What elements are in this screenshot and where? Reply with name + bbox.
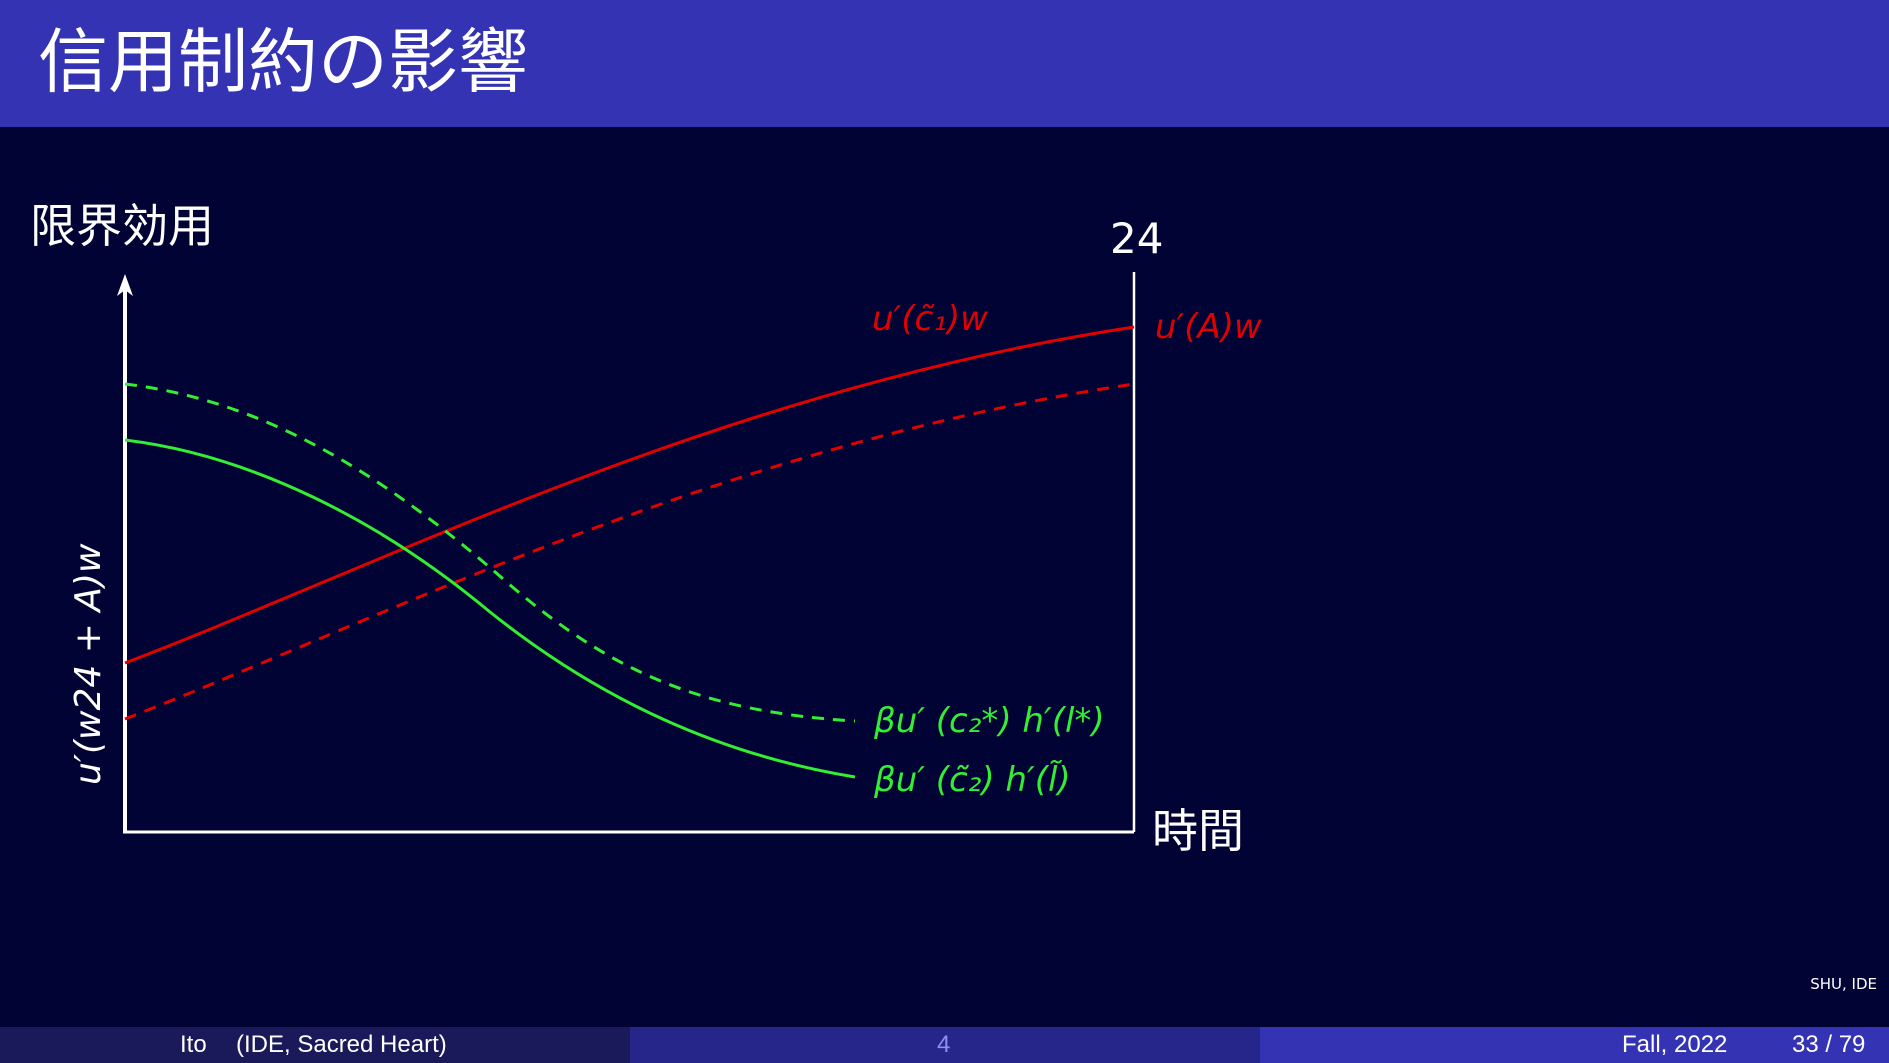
green-dashed-curve bbox=[124, 382, 856, 723]
footer: Ito (IDE, Sacred Heart) 4 Fall, 2022 33 … bbox=[0, 1027, 1889, 1063]
footer-right-segment bbox=[1260, 1027, 1889, 1063]
footer-middle-segment bbox=[630, 1027, 1260, 1063]
slide-title: 信用制約の影響 bbox=[38, 21, 528, 103]
title-bar: 信用制約の影響 bbox=[0, 0, 1889, 127]
footer-date: Fall, 2022 bbox=[1622, 1031, 1728, 1058]
left-vertical-label: u′(w24 + A)w bbox=[68, 543, 109, 785]
y-axis-label: 限界効用 bbox=[30, 199, 214, 253]
red-dashed-curve bbox=[124, 382, 1135, 721]
y-axis-arrowhead bbox=[117, 274, 133, 296]
footer-left-segment bbox=[0, 1027, 630, 1063]
green-dashed-label: βu′ (c₂*) h′(l*) bbox=[873, 701, 1105, 741]
red-solid-label: u′(c̃₁)w bbox=[872, 299, 988, 339]
x-axis-label: 時間 bbox=[1152, 804, 1244, 858]
right-boundary-label: 24 bbox=[1110, 214, 1163, 263]
green-solid-label: βu′ (c̃₂) h′(l̃) bbox=[873, 760, 1071, 800]
footer-slide-count: 33 / 79 bbox=[1792, 1031, 1866, 1058]
footer-institution: (IDE, Sacred Heart) bbox=[236, 1031, 447, 1058]
watermark: SHU, IDE bbox=[1810, 975, 1877, 993]
green-solid-curve bbox=[124, 438, 856, 779]
footer-page-number: 4 bbox=[937, 1031, 951, 1058]
footer-author: Ito bbox=[180, 1031, 207, 1058]
red-solid-curve bbox=[124, 325, 1135, 665]
red-end-label: u′(A)w bbox=[1155, 307, 1262, 347]
